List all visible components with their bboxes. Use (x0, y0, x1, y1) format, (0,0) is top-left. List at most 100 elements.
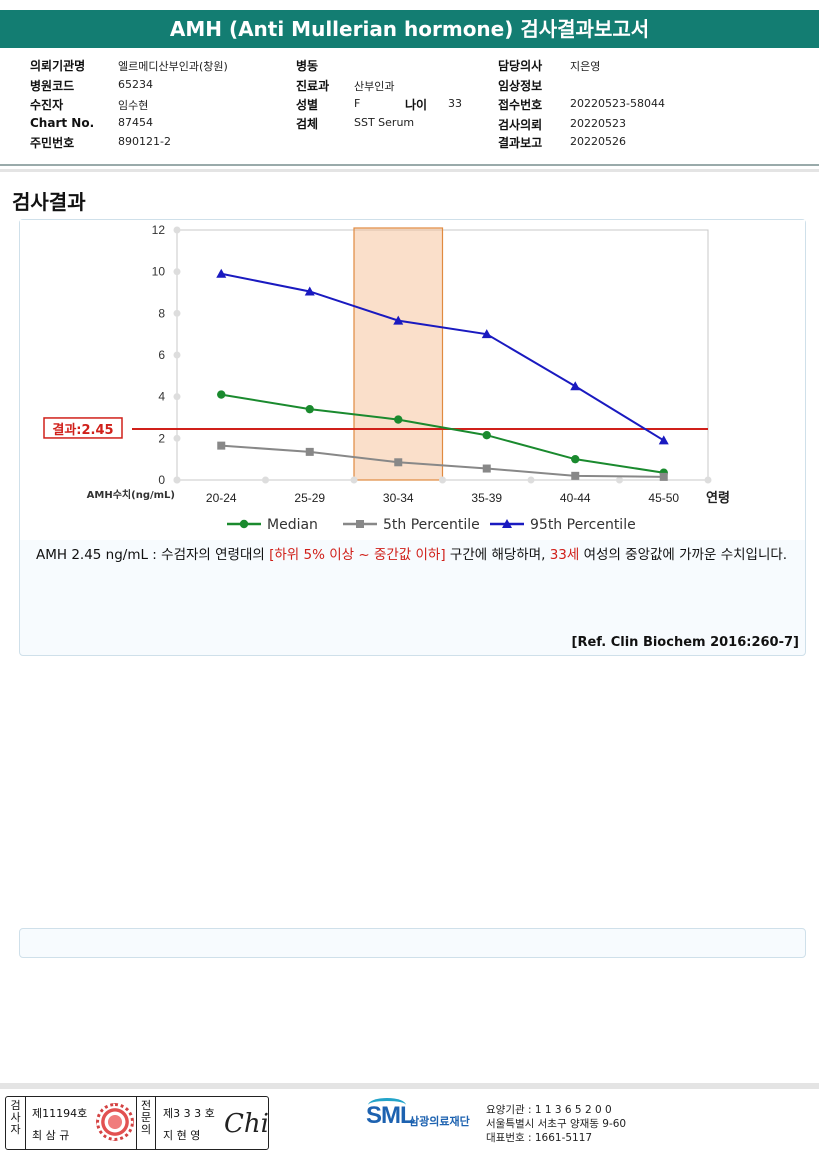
resident-no-value: 890121-2 (118, 135, 171, 148)
result-label: 결과:2.45 (52, 422, 113, 438)
tester-name: 최 삼 규 (32, 1129, 70, 1142)
report-date-label: 결과보고 (498, 136, 543, 150)
chart-no-value: 87454 (118, 116, 153, 129)
clinical-label: 임상정보 (498, 79, 543, 93)
x-tick-label: 25-29 (294, 491, 325, 505)
patient-value: 임수현 (118, 99, 149, 112)
doctor-value: 지은영 (570, 60, 601, 73)
comment-panel (19, 928, 806, 958)
x-tick-dot (527, 476, 535, 484)
phone-number: 대표번호 : 1661-5117 (486, 1132, 593, 1144)
data-point (393, 315, 404, 325)
department-label: 진료과 (296, 79, 330, 93)
y-tick-label: 6 (158, 348, 165, 362)
desc-part3: 여성의 중앙값에 가까운 수치입니다. (579, 547, 788, 563)
age-label: 나이 (405, 98, 428, 112)
legend-marker (502, 519, 512, 528)
institution-number: 요양기관 : 1 1 3 6 5 2 0 0 (486, 1104, 612, 1116)
company-logo: SML 삼광의료재단 (366, 1098, 470, 1130)
section-title: 검사결과 (12, 190, 86, 214)
y-tick-dot (173, 393, 181, 401)
seal-stamp (96, 1103, 134, 1141)
y-tick-dot (173, 309, 181, 317)
data-point (482, 431, 491, 440)
company-address: 요양기관 : 1 1 3 6 5 2 0 0 서울특별시 서초구 양재동 9-6… (486, 1103, 626, 1145)
x-tick-dot (262, 476, 269, 484)
series-line (221, 272, 665, 442)
desc-age: 33세 (549, 547, 580, 563)
data-point (571, 454, 580, 464)
x-tick-dot (173, 476, 181, 484)
tester-no: 제11194호 (32, 1107, 88, 1120)
specimen-value: SST Serum (354, 116, 415, 129)
request-date-value: 20220523 (570, 117, 626, 130)
divider (0, 169, 819, 172)
highlight-band (353, 227, 444, 481)
result-description: AMH 2.45 ng/mL : 수검자의 연령대의 [하위 5% 이상 ~ 중… (36, 545, 801, 566)
receipt-no-label: 접수번호 (498, 98, 543, 112)
ward-label: 병동 (296, 59, 319, 73)
request-date-label: 검사의뢰 (498, 118, 543, 132)
y-tick-label: 0 (158, 473, 165, 487)
data-point (481, 329, 492, 339)
x-tick-dot (704, 476, 712, 484)
data-point (217, 441, 226, 450)
sex-label: 성별 (296, 98, 319, 112)
chart-area: 0 2 4 6 8 10 12 20-24 25-29 30-34 35-39 40-44 45-50 연… (20, 220, 805, 540)
y-tick-label: 12 (152, 223, 166, 237)
legend-marker (356, 520, 364, 528)
x-tick-label: 40-44 (560, 491, 591, 505)
department-value: 산부인과 (354, 80, 395, 93)
data-point (571, 471, 580, 480)
patient-label: 수진자 (30, 98, 64, 112)
hospital-code-value: 65234 (118, 78, 153, 91)
legend-label: 5th Percentile (383, 517, 480, 533)
y-tick-dot (173, 351, 181, 359)
y-tick-dot (173, 226, 181, 234)
x-tick-label: 35-39 (471, 491, 502, 505)
chart-no-label: Chart No. (30, 116, 95, 130)
report-title: AMH (Anti Mullerian hormone) 검사결과보고서 (0, 10, 819, 48)
institution-value: 엘르메디산부인과(창원) (118, 60, 228, 73)
desc-part1: AMH 2.45 ng/mL : 수검자의 연령대의 (36, 547, 270, 563)
y-tick-dot (173, 268, 181, 276)
x-tick-dot (350, 476, 358, 484)
y-tick-label: 2 (158, 431, 165, 445)
doctor-label: 담당의사 (498, 59, 543, 73)
logo-arc-icon (368, 1098, 406, 1112)
data-point (217, 390, 226, 399)
data-point (304, 286, 315, 296)
series-line (221, 444, 664, 478)
desc-range: [하위 5% 이상 ~ 중간값 이하] (269, 547, 446, 563)
y-tick-label: 10 (152, 265, 166, 279)
company-name: 삼광의료재단 (409, 1115, 470, 1128)
x-tick-dot (439, 476, 446, 484)
amh-chart: 0 2 4 6 8 10 12 20-24 25-29 30-34 35-39 40-44 45-50 연… (43, 223, 730, 533)
specimen-label: 검체 (296, 117, 319, 131)
data-point (659, 472, 668, 481)
legend-marker (239, 519, 249, 529)
x-tick-label: 30-34 (383, 491, 414, 505)
legend-label: Median (267, 517, 318, 533)
legend-label: 95th Percentile (530, 517, 636, 533)
x-axis-label: 연령 (706, 491, 730, 506)
tester-label: 검사자 (6, 1097, 26, 1149)
sex-value: F (354, 97, 361, 110)
patient-info-block: 의뢰기관명 엘르메디산부인과(창원) 병원코드 65234 수진자 임수현 Ch… (0, 48, 819, 166)
data-point (394, 415, 403, 424)
data-point (570, 381, 581, 391)
x-tick-dot (616, 476, 623, 484)
x-tick-label: 20-24 (206, 491, 237, 505)
reference: [Ref. Clin Biochem 2016:260-7] (571, 635, 799, 650)
y-tick-label: 8 (158, 306, 165, 320)
receipt-no-value: 20220523-58044 (570, 97, 665, 110)
footer-divider (0, 1083, 819, 1089)
age-value: 33 (448, 97, 462, 110)
doctor-no: 제3 3 3 호 (163, 1107, 215, 1120)
data-point (305, 447, 314, 456)
data-point (216, 268, 227, 278)
doctor-name: 지 현 영 (163, 1129, 201, 1142)
y-axis-label: AMH수치(ng/mL) (87, 488, 175, 501)
data-point (305, 404, 314, 414)
series-line (221, 393, 664, 474)
